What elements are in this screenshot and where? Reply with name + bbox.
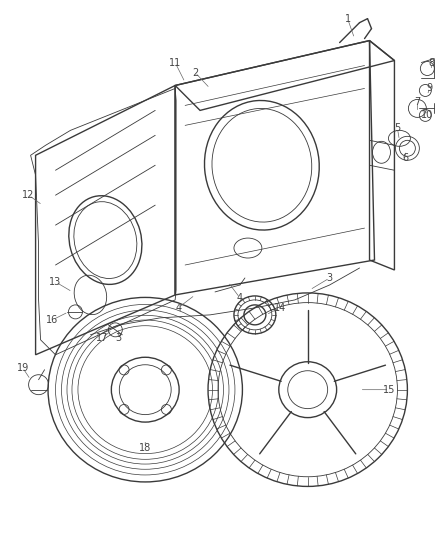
Text: 5: 5 — [394, 123, 401, 133]
Text: 3: 3 — [327, 273, 333, 283]
Text: 12: 12 — [22, 190, 35, 200]
Text: 17: 17 — [96, 333, 109, 343]
Text: 19: 19 — [17, 363, 29, 373]
Text: 18: 18 — [139, 442, 152, 453]
Text: 8: 8 — [428, 58, 434, 68]
Text: 1: 1 — [345, 14, 351, 23]
Text: 16: 16 — [46, 315, 59, 325]
Text: 13: 13 — [49, 277, 62, 287]
Text: 9: 9 — [426, 84, 432, 93]
Text: 6: 6 — [403, 154, 409, 163]
Text: 2: 2 — [192, 68, 198, 77]
Text: 10: 10 — [421, 110, 434, 120]
Text: 4: 4 — [175, 303, 181, 313]
Text: 3: 3 — [115, 333, 121, 343]
Text: 11: 11 — [169, 58, 181, 68]
Text: 7: 7 — [414, 98, 420, 108]
Text: 14: 14 — [274, 303, 286, 313]
Text: 4: 4 — [237, 293, 243, 303]
Text: 15: 15 — [383, 385, 396, 394]
